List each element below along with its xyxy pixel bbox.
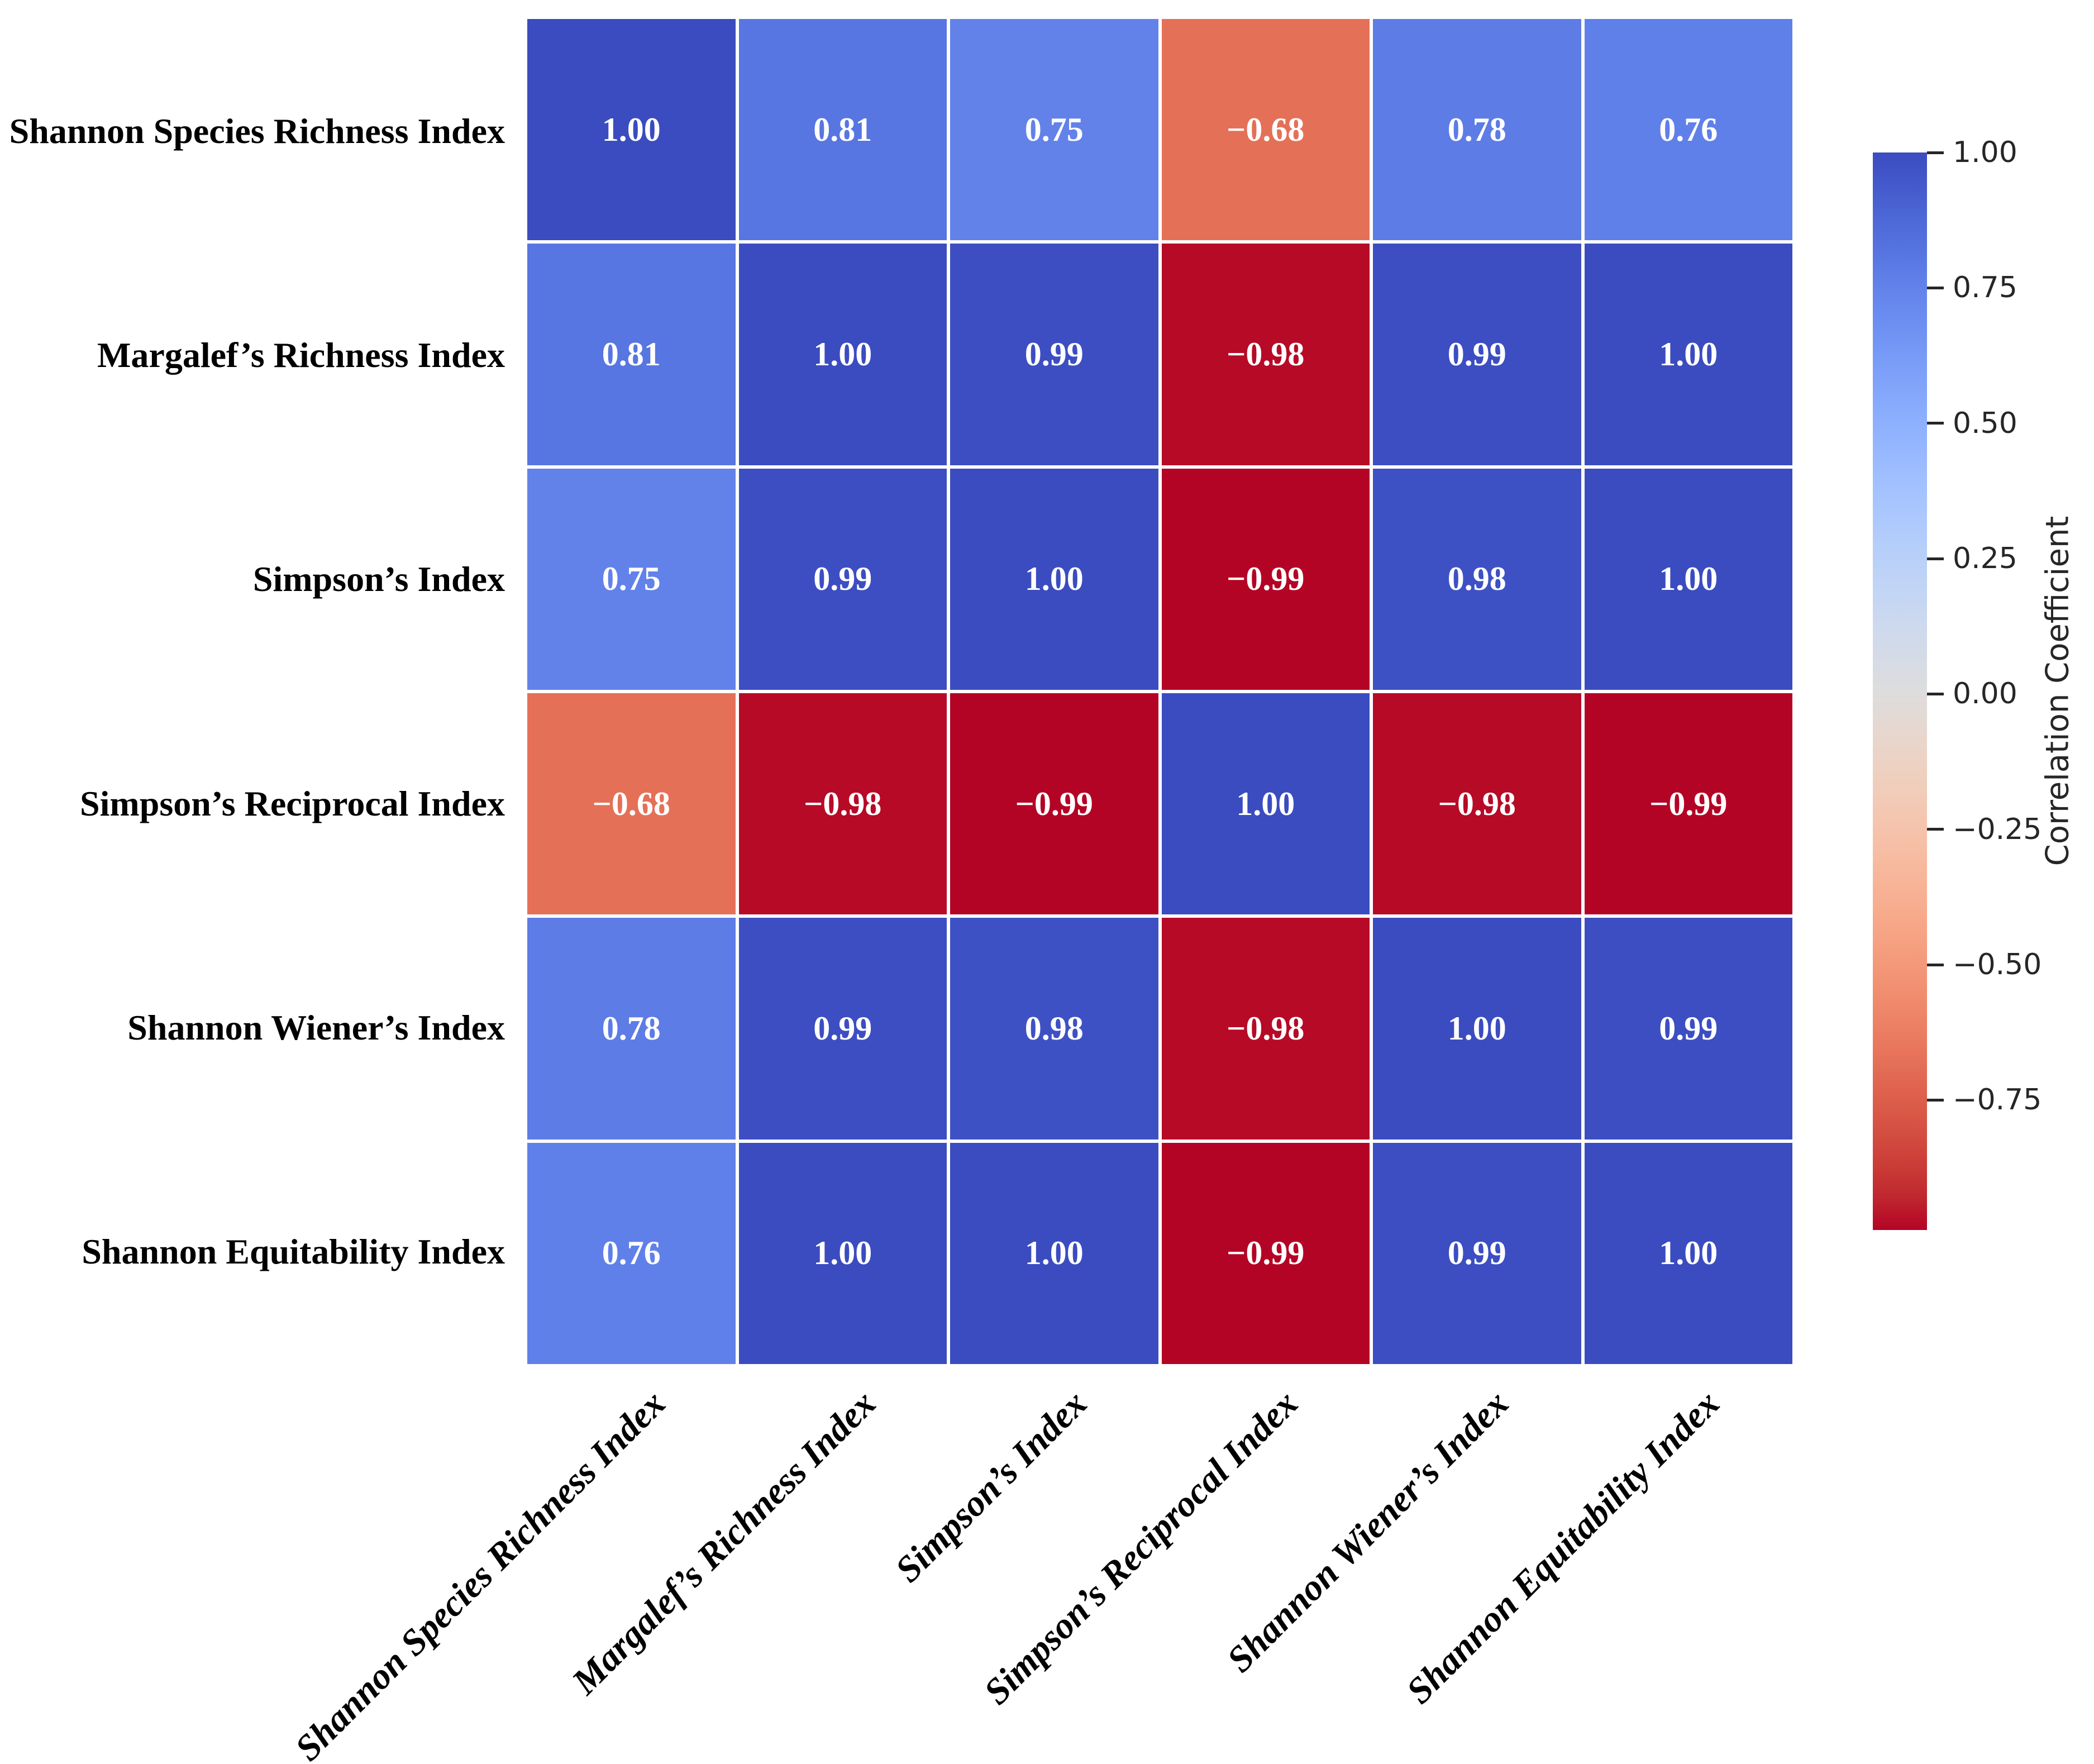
colorbar-tick-mark <box>1927 692 1944 695</box>
heatmap-cell: 0.98 <box>1373 468 1581 690</box>
heatmap-cell: 1.00 <box>1161 693 1370 915</box>
heatmap-cell: 0.75 <box>950 19 1158 241</box>
colorbar-tick-mark <box>1927 422 1944 425</box>
colorbar-label: Correlation Coefficient <box>2039 516 2076 866</box>
heatmap-cell: 0.76 <box>527 1142 736 1364</box>
heatmap-cell: −0.98 <box>738 693 947 915</box>
heatmap-cell: 1.00 <box>1584 468 1792 690</box>
colorbar-tick-label: −0.25 <box>1953 812 2042 846</box>
colorbar-tick-label: −0.50 <box>1953 948 2042 982</box>
colorbar-tick-label: 0.00 <box>1953 677 2017 711</box>
heatmap-cell: 1.00 <box>527 19 736 241</box>
heatmap-cell: 1.00 <box>1584 244 1792 465</box>
colorbar-gradient <box>1873 152 1927 1230</box>
heatmap-cell: −0.98 <box>1161 918 1370 1140</box>
colorbar-tick-label: 0.25 <box>1953 542 2017 575</box>
heatmap-cell: 0.99 <box>1584 918 1792 1140</box>
heatmap-cell: −0.68 <box>527 693 736 915</box>
heatmap-cell: 1.00 <box>950 1142 1158 1364</box>
colorbar-tick-label: 0.50 <box>1953 406 2017 440</box>
heatmap-cell: 1.00 <box>950 468 1158 690</box>
heatmap-cell: 0.75 <box>527 468 736 690</box>
heatmap-cell: −0.99 <box>1584 693 1792 915</box>
y-axis-label: Simpson’s Index <box>252 559 505 599</box>
y-axis-label: Shannon Species Richness Index <box>9 111 505 151</box>
heatmap-cell: 1.00 <box>738 1142 947 1364</box>
heatmap-cell: −0.99 <box>1161 1142 1370 1364</box>
heatmap-cell: −0.98 <box>1161 244 1370 465</box>
x-axis-label: Shannon Species Richness Index <box>287 1382 674 1764</box>
colorbar-tick-label: 0.75 <box>1953 271 2017 305</box>
heatmap-cell: 1.00 <box>1373 918 1581 1140</box>
heatmap-cell: 0.81 <box>527 244 736 465</box>
y-axis-label: Simpson’s Reciprocal Index <box>80 783 505 823</box>
heatmap-cell: −0.68 <box>1161 19 1370 241</box>
heatmap-cell: −0.99 <box>1161 468 1370 690</box>
y-axis-label: Shannon Wiener’s Index <box>127 1008 505 1047</box>
heatmap-cell: 0.99 <box>738 918 947 1140</box>
colorbar-tick-mark <box>1927 963 1944 966</box>
colorbar-tick-mark <box>1927 557 1944 560</box>
colorbar-tick-mark <box>1927 151 1944 154</box>
heatmap-cell: 0.78 <box>527 918 736 1140</box>
heatmap-cell: 0.99 <box>1373 1142 1581 1364</box>
y-axis-label: Shannon Equitability Index <box>82 1232 505 1272</box>
colorbar-tick-label: 1.00 <box>1953 136 2017 169</box>
heatmap-cell: 1.00 <box>738 244 947 465</box>
colorbar-tick-mark <box>1927 286 1944 289</box>
heatmap-cell: 0.99 <box>1373 244 1581 465</box>
colorbar-tick-mark <box>1927 828 1944 831</box>
heatmap-cell: −0.98 <box>1373 693 1581 915</box>
heatmap-cell: 1.00 <box>1584 1142 1792 1364</box>
heatmap-cell: 0.99 <box>950 244 1158 465</box>
heatmap-cell: 0.78 <box>1373 19 1581 241</box>
y-axis-label: Margalef’s Richness Index <box>97 335 505 375</box>
colorbar-tick-label: −0.75 <box>1953 1083 2042 1117</box>
heatmap-grid: 1.00 0.81 0.75 −0.68 0.78 0.76 0.81 1.00 0.99 −0.… <box>527 19 1792 1364</box>
x-axis-label: Simpson’s Index <box>888 1382 1095 1590</box>
heatmap-cell: 0.99 <box>738 468 947 690</box>
heatmap-cell: 0.76 <box>1584 19 1792 241</box>
colorbar-tick-mark <box>1927 1098 1944 1102</box>
heatmap-cell: 0.98 <box>950 918 1158 1140</box>
heatmap-cell: −0.99 <box>950 693 1158 915</box>
heatmap-cell: 0.81 <box>738 19 947 241</box>
